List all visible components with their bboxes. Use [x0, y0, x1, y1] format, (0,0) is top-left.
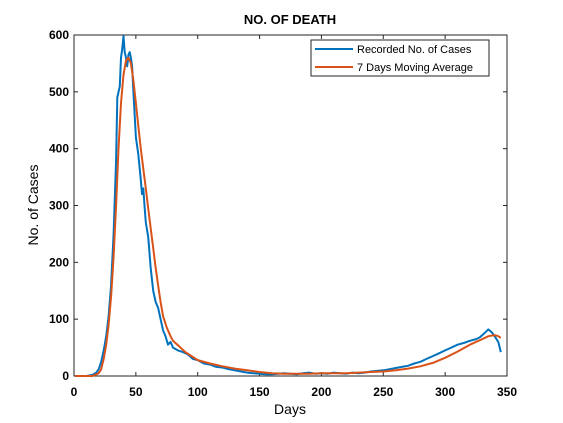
y-tick-label: 600: [49, 28, 69, 42]
x-tick-label: 0: [71, 385, 78, 399]
y-axis-label: No. of Cases: [25, 165, 41, 246]
y-tick-label: 100: [49, 312, 69, 326]
x-tick-label: 50: [129, 385, 143, 399]
legend-label-moving-average: 7 Days Moving Average: [357, 62, 473, 74]
x-tick-label: 150: [250, 385, 270, 399]
legend-box: [310, 39, 490, 77]
moving-average-line: [75, 56, 502, 377]
x-axis-label: Days: [274, 401, 306, 417]
recorded-cases-line: [75, 35, 502, 377]
y-tick-label: 200: [49, 255, 69, 269]
y-tick-label: 500: [49, 85, 69, 99]
y-tick-label: 400: [49, 142, 69, 156]
series-layer: [75, 35, 502, 377]
y-tick-label: 300: [49, 199, 69, 213]
x-tick-label: 250: [373, 385, 393, 399]
legend-label-recorded: Recorded No. of Cases: [357, 44, 472, 56]
x-tick-label: 100: [188, 385, 208, 399]
x-tick-label: 200: [311, 385, 331, 399]
y-tick-label: 0: [62, 369, 69, 383]
x-axis: 0 50 100 150 200 250 300 350: [71, 35, 517, 399]
y-axis: 0 100 200 300 400 500 600: [49, 28, 507, 383]
x-tick-label: 300: [435, 385, 455, 399]
chart-title: NO. OF DEATH: [244, 12, 336, 27]
plot-area: [73, 34, 508, 377]
x-tick-label: 350: [497, 385, 517, 399]
legend: Recorded No. of Cases 7 Days Moving Aver…: [310, 39, 490, 77]
